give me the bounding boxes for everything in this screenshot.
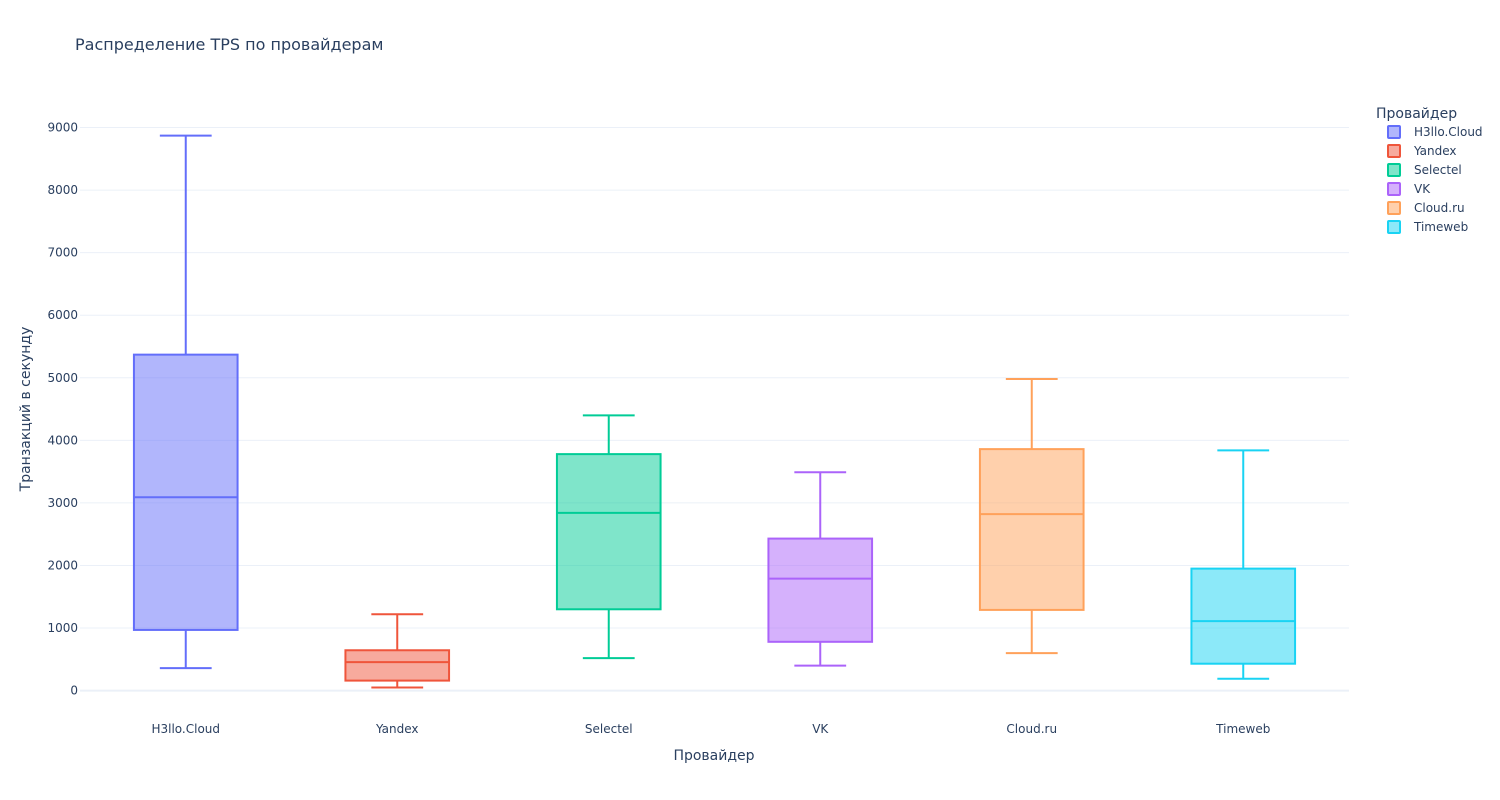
iqr-box xyxy=(1190,567,1297,665)
box-vk[interactable] xyxy=(767,471,874,667)
x-tick-label: VK xyxy=(812,722,829,736)
box-h3llo-cloud[interactable] xyxy=(132,134,239,670)
y-tick-label: 4000 xyxy=(47,433,78,447)
x-axis-title: Провайдер xyxy=(673,748,754,764)
legend-title: Провайдер xyxy=(1376,106,1457,122)
box-selectel[interactable] xyxy=(555,414,662,660)
x-tick-label: H3llo.Cloud xyxy=(151,722,220,736)
box-yandex[interactable] xyxy=(344,613,451,689)
box-cloud-ru[interactable] xyxy=(978,378,1085,655)
iqr-box xyxy=(978,448,1085,611)
legend-item[interactable]: VK xyxy=(1387,182,1431,196)
y-tick-label: 2000 xyxy=(47,558,78,572)
y-tick-layer: 0 1000 2000 3000 4000 5000 6000 7000 8000 9000 xyxy=(47,121,78,698)
legend-label: Yandex xyxy=(1413,144,1457,158)
legend-swatch xyxy=(1387,144,1401,158)
legend-label: VK xyxy=(1414,182,1431,196)
legend-item[interactable]: Yandex xyxy=(1387,144,1457,158)
y-tick-label: 5000 xyxy=(47,371,78,385)
x-tick-label: Selectel xyxy=(585,722,633,736)
legend-swatch xyxy=(1387,182,1401,196)
legend-swatch xyxy=(1387,201,1401,215)
y-tick-label: 7000 xyxy=(47,246,78,260)
legend-item[interactable]: Selectel xyxy=(1387,163,1462,177)
y-axis-title: Транзакций в секунду xyxy=(18,327,34,493)
legend-label: Selectel xyxy=(1414,163,1462,177)
legend-swatch xyxy=(1387,125,1401,139)
iqr-box xyxy=(767,537,874,643)
chart-title: Распределение TPS по провайдерам xyxy=(75,35,383,54)
grid-layer xyxy=(80,127,1349,692)
box-timeweb[interactable] xyxy=(1190,449,1297,680)
legend-item[interactable]: Cloud.ru xyxy=(1387,201,1465,215)
y-tick-label: 0 xyxy=(70,684,78,698)
y-tick-label: 3000 xyxy=(47,496,78,510)
y-tick-label: 1000 xyxy=(47,621,78,635)
legend-item[interactable]: Timeweb xyxy=(1387,220,1468,234)
iqr-box xyxy=(132,353,239,631)
legend-swatch xyxy=(1387,163,1401,177)
iqr-box xyxy=(555,453,662,611)
y-tick-label: 6000 xyxy=(47,308,78,322)
box-layer xyxy=(132,134,1297,689)
legend-swatch xyxy=(1387,220,1401,234)
legend-label: Cloud.ru xyxy=(1414,201,1465,215)
legend: Провайдер H3llo.Cloud Yandex Selectel VK Clo… xyxy=(1376,106,1483,234)
legend-label: Timeweb xyxy=(1413,220,1468,234)
y-tick-label: 8000 xyxy=(47,183,78,197)
legend-item[interactable]: H3llo.Cloud xyxy=(1387,125,1483,139)
x-tick-label: Timeweb xyxy=(1215,722,1270,736)
iqr-box xyxy=(344,649,451,682)
y-tick-label: 9000 xyxy=(47,121,78,135)
x-tick-label: Yandex xyxy=(375,722,419,736)
x-tick-layer: H3llo.Cloud Yandex Selectel VK Cloud.ru Timew… xyxy=(151,722,1270,736)
legend-label: H3llo.Cloud xyxy=(1414,125,1483,139)
x-tick-label: Cloud.ru xyxy=(1006,722,1057,736)
